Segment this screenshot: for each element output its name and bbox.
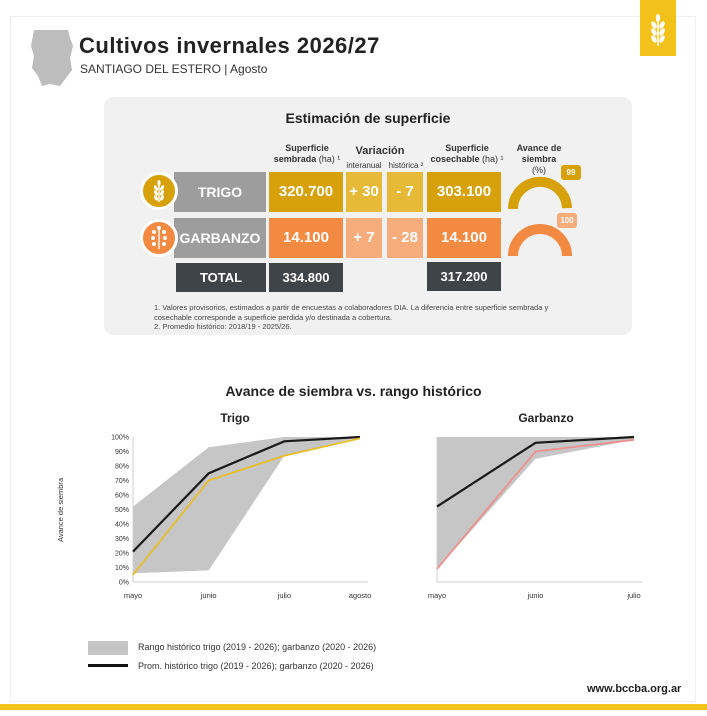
chart-trigo-ylabel: Avance de siembra — [56, 477, 65, 542]
legend-range-swatch — [88, 641, 128, 655]
wheat-logo-icon — [651, 14, 665, 46]
header-cosechable-line2: cosechable — [430, 154, 480, 164]
website-link[interactable]: www.bccba.org.ar — [587, 683, 682, 695]
range-band — [437, 437, 634, 569]
header-avance-line1: Avance de — [516, 143, 562, 153]
header-interanual: interanual — [346, 161, 382, 170]
province-map-icon — [31, 30, 73, 86]
crop-label-garbanzo: GARBANZO — [174, 218, 266, 258]
header-cosechable-line1: Superficie — [445, 143, 489, 153]
total-cosechable: 317.200 — [427, 262, 501, 291]
x-tick-label: julio — [626, 591, 640, 600]
legend-range-label: Rango histórico trigo (2019 - 2026); gar… — [138, 642, 377, 652]
wheat-icon — [140, 172, 178, 210]
header-sembrada-unit: (ha) ¹ — [318, 154, 341, 164]
y-tick-label: 40% — [115, 522, 129, 529]
gauge-trigo — [507, 176, 572, 210]
trigo-cosechable: 303.100 — [427, 172, 501, 212]
footnote-2: 2. Promedio histórico: 2018/19 - 2025/26… — [154, 322, 292, 331]
header-sembrada: Superficie sembrada (ha) ¹ — [268, 143, 346, 165]
header-sembrada-line2: sembrada — [273, 154, 317, 164]
series-line-0 — [132, 435, 361, 553]
legend-avg-swatch — [88, 664, 128, 667]
footnote-1: 1. Valores provisorios, estimados a part… — [154, 303, 549, 322]
y-tick-label: 60% — [115, 493, 129, 500]
y-tick-label: 80% — [115, 464, 129, 471]
y-tick-label: 90% — [115, 449, 129, 456]
page-subtitle: SANTIAGO DEL ESTERO | Agosto — [80, 62, 268, 76]
y-tick-label: 100% — [111, 435, 129, 442]
trigo-interanual: + 30 — [346, 172, 382, 212]
chickpea-plant-icon — [140, 219, 178, 257]
header-cosechable: Superficie cosechable (ha) ¹ — [427, 143, 507, 165]
series-line-1 — [436, 439, 635, 570]
summary-title: Estimación de superficie — [285, 110, 451, 126]
y-tick-label: 50% — [115, 507, 129, 514]
page-title: Cultivos invernales 2026/27 — [79, 33, 380, 58]
y-tick-label: 70% — [115, 478, 129, 485]
x-tick-label: mayo — [428, 591, 446, 600]
header-avance-line2: siembra — [521, 154, 557, 164]
chart-garbanzo: mayo junio julio — [428, 435, 642, 600]
garbanzo-sembrada: 14.100 — [269, 218, 343, 258]
charts-area: Trigo Garbanzo Avance de siembra 0% 10% 20… — [56, 411, 642, 601]
x-tick-label: agosto — [349, 591, 372, 600]
garbanzo-cosechable: 14.100 — [427, 218, 501, 258]
header-sembrada-line1: Superficie — [285, 143, 329, 153]
series-line-0 — [436, 435, 635, 508]
header-avance-unit: (%) — [532, 165, 546, 175]
legend-avg-label: Prom. histórico trigo (2019 - 2026); gar… — [138, 661, 374, 671]
avance-gauges — [507, 176, 572, 257]
total-label: TOTAL — [176, 263, 266, 292]
garbanzo-interanual: + 7 — [346, 218, 382, 258]
bottom-accent-bar — [0, 704, 707, 710]
summary-card — [104, 97, 632, 335]
chart-trigo-title: Trigo — [220, 411, 249, 425]
brand-logo — [640, 0, 676, 56]
avance-badge-garbanzo: 100 — [557, 213, 577, 228]
chart-garbanzo-title: Garbanzo — [518, 411, 573, 425]
series-line-1 — [132, 437, 361, 576]
x-tick-label: junio — [200, 591, 217, 600]
header-avance: Avance de siembra (%) — [508, 143, 570, 176]
charts-title: Avance de siembra vs. rango histórico — [225, 383, 482, 399]
range-band — [133, 437, 360, 574]
y-tick-label: 10% — [115, 565, 129, 572]
x-tick-label: julio — [277, 591, 291, 600]
page-frame — [10, 16, 696, 702]
y-tick-label: 0% — [119, 580, 129, 587]
y-tick-label: 30% — [115, 536, 129, 543]
x-tick-label: mayo — [124, 591, 142, 600]
header-historica: histórica ² — [388, 161, 424, 170]
header-cosechable-unit: (ha) ¹ — [482, 154, 504, 164]
chart-trigo: 0% 10% 20% 30% 40% 50% 60% 70% 80% 90% 100% mayo jun… — [111, 435, 371, 601]
crop-label-trigo: TRIGO — [174, 172, 266, 212]
header-variacion: Variación — [355, 145, 405, 157]
x-tick-label: junio — [527, 591, 544, 600]
trigo-historica: - 7 — [387, 172, 423, 212]
total-sembrada: 334.800 — [269, 263, 343, 292]
avance-badge-trigo: 99 — [561, 165, 581, 180]
gauge-garbanzo — [508, 224, 572, 257]
y-tick-label: 20% — [115, 551, 129, 558]
trigo-sembrada: 320.700 — [269, 172, 343, 212]
garbanzo-historica: - 28 — [387, 218, 423, 258]
